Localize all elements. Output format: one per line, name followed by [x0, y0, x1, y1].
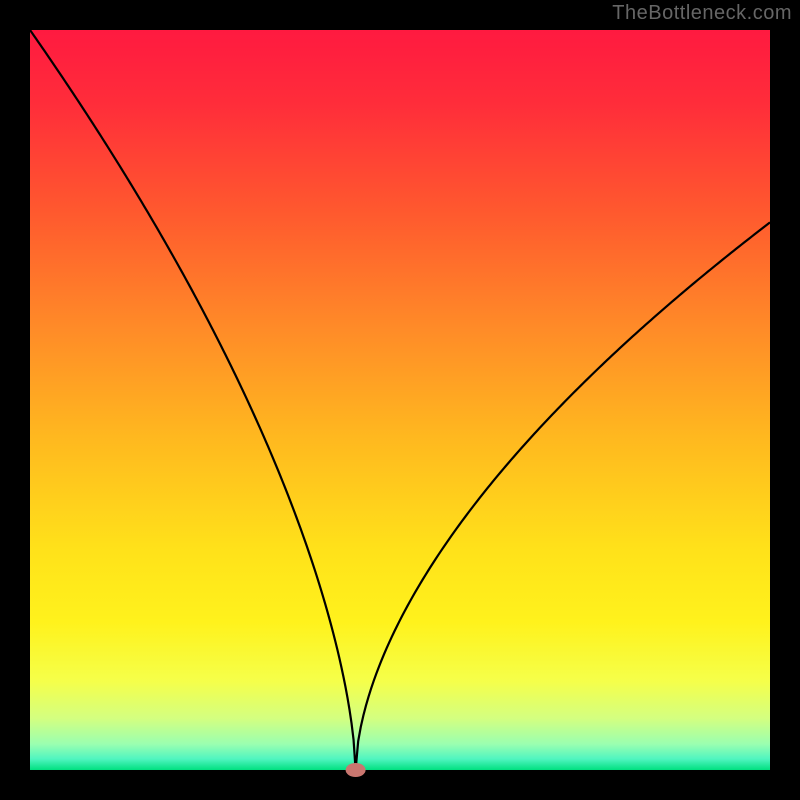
plot-area [30, 30, 770, 770]
watermark-label: TheBottleneck.com [612, 2, 792, 25]
bottleneck-chart [0, 0, 800, 800]
chart-container: TheBottleneck.com [0, 0, 800, 800]
minimum-marker [346, 763, 366, 777]
